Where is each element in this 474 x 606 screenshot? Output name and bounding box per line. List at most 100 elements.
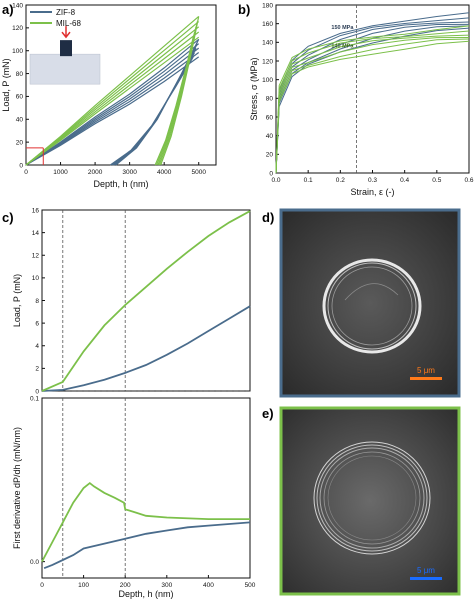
y-tick-label: 160 [262, 21, 273, 28]
y-axis-label: First derivative dP/dh (mN/nm) [12, 427, 22, 549]
x-tick-label: 0.4 [400, 177, 409, 184]
sem-image-d: 5 μm [279, 208, 461, 398]
series-line-MIL-68 [275, 40, 470, 174]
y-tick-label: 120 [12, 25, 23, 32]
scale-bar-e [410, 577, 442, 580]
inset-indenter [60, 40, 72, 57]
scale-bar-d [410, 377, 442, 380]
sem-image-e: 5 μm [279, 406, 461, 596]
x-tick-label: 0.5 [432, 177, 441, 184]
y-tick-label: 0.1 [30, 395, 39, 402]
series-line-MIL-68 [41, 481, 250, 563]
series-line-ZIF-8-loading [25, 56, 200, 166]
series-line-MIL-68-unloading [154, 37, 194, 166]
x-tick-label: 4000 [157, 169, 172, 176]
plot-frame [41, 209, 251, 392]
y-tick-label: 2 [35, 366, 39, 373]
y-tick-label: 0 [269, 170, 273, 177]
x-tick-label: 5000 [191, 169, 206, 176]
y-tick-label: 140 [12, 2, 23, 9]
y-axis-label: Load, P (mN) [1, 58, 11, 111]
x-axis-label: Strain, ε (-) [350, 187, 394, 197]
sem-indent-d [322, 258, 422, 354]
y-tick-label: 4 [35, 343, 39, 350]
chart-a-load-depth: 0 1000 2000 3000 4000 5000 0 20 40 60 80 100 120 140 D… [1, 2, 217, 189]
series-line-MIL-68-loading [25, 21, 200, 166]
x-axis-label: Depth, h (nm) [93, 179, 148, 189]
series-line-MIL-68 [275, 30, 470, 174]
y-tick-label: 80 [16, 71, 24, 78]
y-tick-label: 40 [16, 117, 24, 124]
x-tick-label: 0.0 [271, 177, 280, 184]
series-line-MIL-68 [275, 38, 470, 174]
chart-c-load-depth: 0 2 4 6 8 10 12 14 16 Load, P (mN) [12, 207, 251, 395]
scale-bar-label-d: 5 μm [417, 366, 435, 375]
series-line-MIL-68 [275, 37, 470, 174]
x-tick-label: 3000 [122, 169, 137, 176]
y-tick-label: 100 [262, 77, 273, 84]
y-tick-label: 60 [16, 94, 24, 101]
series-line-MIL-68-loading [25, 36, 200, 166]
series-line-MIL-68 [275, 25, 470, 174]
x-tick-label: 0 [40, 582, 44, 589]
x-tick-label: 500 [245, 582, 256, 589]
legend-label: ZIF-8 [56, 8, 76, 17]
y-axis-label: Load, P (mN) [12, 274, 22, 327]
panel-label-d: d) [262, 210, 274, 225]
x-tick-label: 0 [24, 169, 28, 176]
series-line-MIL-68-loading [25, 15, 200, 166]
scale-bar-label-e: 5 μm [417, 566, 435, 575]
y-tick-label: 40 [266, 133, 274, 140]
x-tick-label: 400 [203, 582, 214, 589]
y-axis-label: Stress, σ (MPa) [249, 57, 259, 120]
series-line-MIL-68-loading [25, 31, 200, 166]
panel-label-e: e) [262, 406, 274, 421]
y-tick-label: 180 [262, 2, 273, 9]
y-tick-label: 80 [266, 96, 274, 103]
series-line-MIL-68 [275, 34, 470, 174]
y-tick-label: 140 [262, 40, 273, 47]
plot-frame [25, 4, 217, 166]
x-tick-label: 0.6 [464, 177, 473, 184]
x-tick-label: 1000 [53, 169, 68, 176]
panel-label-c: c) [2, 210, 14, 225]
panel-label-b: b) [238, 2, 250, 17]
plot-frame [41, 397, 251, 579]
panel-label-a: a) [2, 2, 14, 17]
inset-arrow-icon [61, 26, 71, 39]
x-axis-label: Depth, h (nm) [118, 589, 173, 599]
inset-sample [29, 53, 101, 85]
y-tick-label: 14 [32, 230, 40, 237]
y-tick-label: 100 [12, 48, 23, 55]
series-line-ZIF-8 [275, 23, 470, 174]
y-tick-label: 8 [35, 298, 39, 305]
y-tick-label: 0 [19, 162, 23, 169]
y-tick-label: 6 [35, 320, 39, 327]
x-tick-label: 300 [161, 582, 172, 589]
x-tick-label: 0.2 [336, 177, 345, 184]
y-tick-label: 10 [32, 275, 40, 282]
series-line-MIL-68-loading [25, 26, 200, 166]
annotation-label: 140 MPa [331, 43, 354, 49]
y-tick-label: 20 [16, 139, 24, 146]
y-tick-label: 0.0 [30, 559, 39, 566]
sem-indent-e [313, 441, 431, 555]
chart-b-stress-strain: 0.0 0.1 0.2 0.3 0.4 0.5 0.6 0 20 40 60 80 100 120 140 1… [249, 2, 474, 197]
annotation-label: 150 MPa [331, 25, 354, 31]
series-line-MIL-68 [41, 210, 251, 392]
series-line-ZIF-8-unloading [109, 56, 194, 166]
y-tick-label: 120 [262, 58, 273, 65]
x-tick-label: 2000 [88, 169, 103, 176]
legend-label: MIL-68 [56, 19, 81, 28]
sem-frame-d [279, 208, 461, 398]
x-tick-label: 0.3 [368, 177, 377, 184]
x-tick-label: 200 [120, 582, 131, 589]
series-line-ZIF-8 [275, 25, 470, 174]
x-tick-label: 0.1 [304, 177, 313, 184]
y-tick-label: 20 [266, 152, 274, 159]
y-tick-label: 60 [266, 114, 274, 121]
x-tick-label: 100 [78, 582, 89, 589]
y-tick-label: 12 [32, 253, 40, 260]
series-line-ZIF-8 [43, 521, 251, 570]
